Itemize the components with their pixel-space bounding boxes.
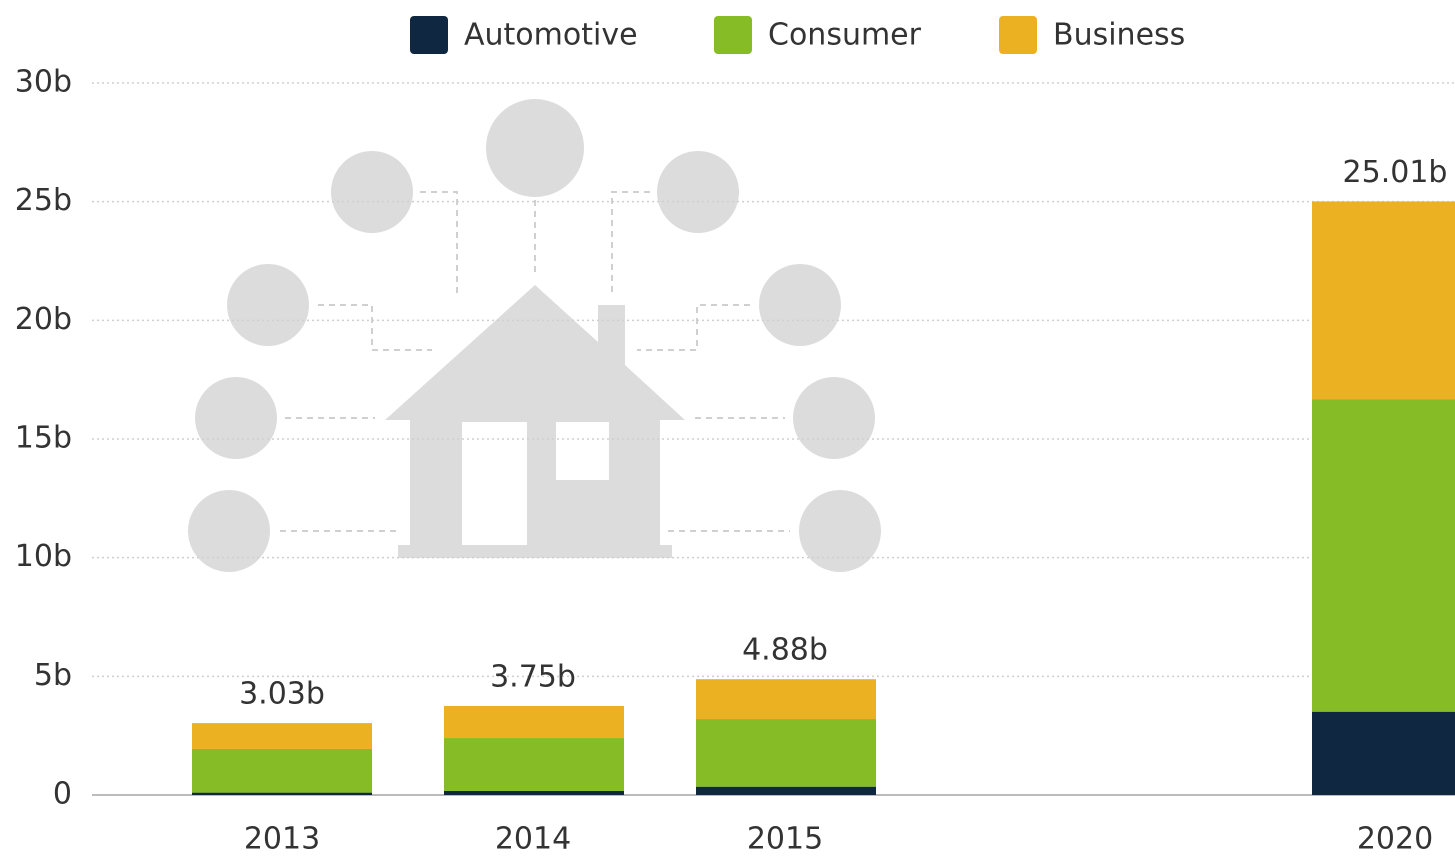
legend-label: Consumer: [768, 18, 922, 53]
bar-segment: [444, 738, 624, 791]
bar-segment: [444, 790, 624, 795]
total-label: 25.01b: [1343, 155, 1448, 190]
legend-swatch: [714, 16, 752, 54]
x-tick-label: 2015: [747, 822, 823, 857]
x-tick-label: 2014: [495, 822, 571, 857]
bar-segment: [192, 748, 372, 793]
x-tick-label: 2013: [244, 822, 320, 857]
bar-segment: [1312, 711, 1455, 795]
bar-segment: [696, 719, 876, 787]
legend-label: Automotive: [464, 18, 638, 53]
bar-segment: [192, 792, 372, 795]
bar-segment: [1312, 399, 1455, 712]
bar-segment: [696, 679, 876, 720]
total-label: 3.03b: [239, 677, 325, 712]
bar-segment: [1312, 201, 1455, 400]
y-tick-label: 15b: [15, 421, 72, 456]
bar-segment: [192, 723, 372, 749]
y-tick-label: 25b: [15, 183, 72, 218]
y-tick-label: 30b: [15, 65, 72, 100]
y-tick-label: 10b: [15, 539, 72, 574]
total-label: 4.88b: [742, 633, 828, 668]
legend-swatch: [410, 16, 448, 54]
legend-label: Business: [1053, 18, 1185, 53]
bar-segment: [444, 706, 624, 739]
bar-segment: [696, 786, 876, 795]
y-tick-label: 5b: [34, 658, 72, 693]
total-label: 3.75b: [490, 660, 576, 695]
illustration: [188, 99, 881, 572]
legend-swatch: [999, 16, 1037, 54]
y-tick-label: 20b: [15, 302, 72, 337]
y-tick-label: 0: [53, 777, 72, 812]
x-tick-label: 2020: [1357, 822, 1433, 857]
